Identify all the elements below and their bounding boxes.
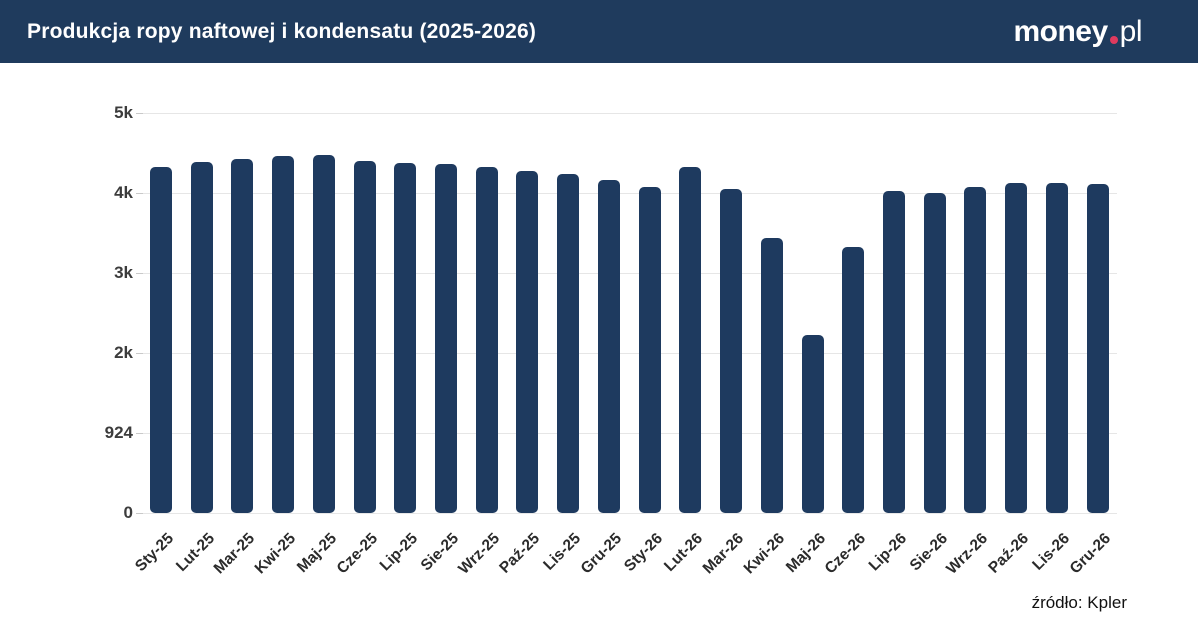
chart-title: Produkcja ropy naftowej i kondensatu (20… [27,19,537,43]
gridline [143,433,1117,434]
logo-word: money [1013,14,1108,48]
bar-Sty-25 [150,167,172,513]
bar-Maj-25 [313,155,335,513]
y-axis-tick-label: 924 [104,423,133,442]
bar-Lis-26 [1046,183,1068,513]
y-axis-tick [136,193,143,194]
bar-Cze-26 [842,247,864,513]
bar-Lip-25 [394,162,416,513]
bar-Wrz-26 [964,186,986,513]
bar-Lis-25 [557,173,579,513]
y-axis-tick [136,433,143,434]
header-bar: Produkcja ropy naftowej i kondensatu (20… [0,0,1198,63]
bar-Paź-26 [1005,183,1027,513]
bar-Kwi-25 [272,156,294,513]
bar-Lut-26 [679,166,701,513]
logo-tld: pl [1119,14,1143,48]
bar-Maj-26 [802,334,824,513]
y-axis-tick [136,353,143,354]
gridline [143,273,1117,274]
logo-dot-icon [1109,35,1118,44]
bar-Sty-26 [639,186,661,513]
y-axis-tick-label: 5k [114,103,133,122]
moneypl-logo: money pl [1013,14,1143,48]
gridline [143,513,1117,514]
bar-Gru-26 [1087,184,1109,513]
y-axis-tick-label: 2k [114,343,133,362]
y-axis-tick [136,273,143,274]
bar-Gru-25 [598,180,620,513]
gridline [143,353,1117,354]
bar-Sie-26 [924,193,946,513]
bar-Paź-25 [516,170,538,513]
bar-Lut-25 [191,161,213,513]
chart-source: źródło: Kpler [1031,593,1127,612]
y-axis-tick-label: 3k [114,263,133,282]
y-axis-tick [136,113,143,114]
bar-Lip-26 [883,190,905,513]
gridline [143,193,1117,194]
y-axis-tick [136,513,143,514]
bar-Cze-25 [354,161,376,513]
y-axis-tick-label: 0 [123,503,133,522]
bar-Mar-25 [231,158,253,513]
bar-Sie-25 [435,164,457,513]
y-axis-tick-label: 4k [114,183,133,202]
bar-Mar-26 [720,189,742,513]
bar-Wrz-25 [476,167,498,513]
bar-Kwi-26 [761,237,783,513]
gridline [143,113,1117,114]
